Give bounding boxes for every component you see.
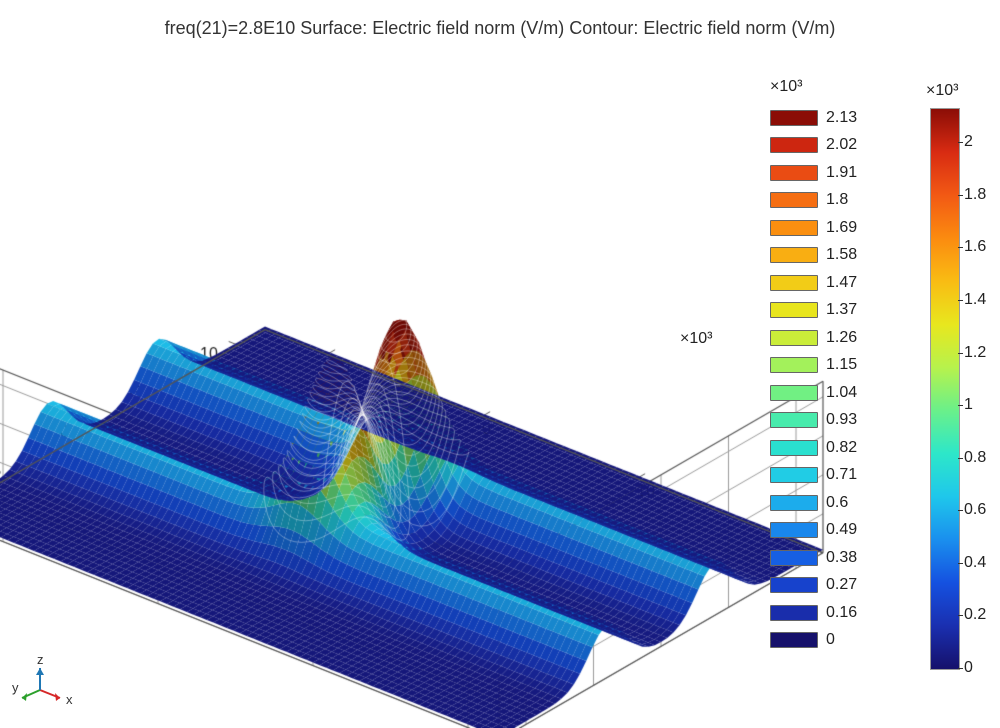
contour-legend-row: 1.26 [770, 324, 857, 352]
triad-y-label: y [12, 680, 19, 695]
contour-level-label: 0.27 [826, 576, 857, 594]
contour-level-label: 1.47 [826, 274, 857, 292]
contour-legend-row: 0 [770, 627, 857, 655]
contour-swatch [770, 192, 818, 208]
contour-legend-row: 1.15 [770, 352, 857, 380]
colorbar-tick: 0.2 [964, 606, 986, 624]
contour-legend-row: 1.37 [770, 297, 857, 325]
contour-level-label: 1.91 [826, 164, 857, 182]
contour-swatch [770, 550, 818, 566]
contour-swatch [770, 357, 818, 373]
contour-legend-row: 0.27 [770, 572, 857, 600]
contour-level-label: 1.15 [826, 356, 857, 374]
contour-swatch [770, 467, 818, 483]
contour-legend-row: 2.13 [770, 104, 857, 132]
contour-swatch [770, 385, 818, 401]
contour-swatch [770, 605, 818, 621]
contour-swatch [770, 577, 818, 593]
contour-level-label: 1.37 [826, 301, 857, 319]
contour-level-label: 0.49 [826, 521, 857, 539]
contour-level-label: 0.16 [826, 604, 857, 622]
contour-legend-row: 1.58 [770, 242, 857, 270]
colorbar-tick: 1.2 [964, 344, 986, 362]
contour-swatch [770, 165, 818, 181]
contour-level-label: 1.04 [826, 384, 857, 402]
axis-scale-label: ×10³ [680, 330, 712, 348]
contour-level-label: 0.93 [826, 411, 857, 429]
contour-swatch [770, 302, 818, 318]
contour-level-label: 1.58 [826, 246, 857, 264]
contour-swatch [770, 275, 818, 291]
colorbar-tick: 0.4 [964, 554, 986, 572]
colorbar-tick: 2 [964, 133, 973, 151]
contour-swatch [770, 137, 818, 153]
colorbar-tick: 1.8 [964, 186, 986, 204]
triad-z-label: z [37, 652, 44, 667]
contour-swatch [770, 522, 818, 538]
contour-legend-row: 0.49 [770, 517, 857, 545]
contour-legend-row: 1.69 [770, 214, 857, 242]
contour-level-label: 1.69 [826, 219, 857, 237]
contour-level-label: 0.6 [826, 494, 848, 512]
contour-level-label: 1.26 [826, 329, 857, 347]
contour-legend-title: ×10³ [770, 78, 802, 96]
contour-swatch [770, 440, 818, 456]
contour-legend-row: 1.04 [770, 379, 857, 407]
contour-swatch [770, 632, 818, 648]
contour-legend-row: 0.82 [770, 434, 857, 462]
contour-level-label: 0 [826, 631, 835, 649]
contour-swatch [770, 412, 818, 428]
contour-swatch [770, 220, 818, 236]
contour-legend-row: 1.91 [770, 159, 857, 187]
colorbar-continuous [930, 108, 960, 670]
contour-swatch [770, 110, 818, 126]
triad-x-label: x [66, 692, 73, 707]
contour-legend-row: 1.47 [770, 269, 857, 297]
colorbar-tick: 1 [964, 396, 973, 414]
contour-level-label: 2.02 [826, 136, 857, 154]
contour-level-label: 0.38 [826, 549, 857, 567]
colorbar-tick: 1.4 [964, 291, 986, 309]
colorbar-tick: 0.8 [964, 449, 986, 467]
contour-level-label: 1.8 [826, 191, 848, 209]
contour-level-label: 0.71 [826, 466, 857, 484]
contour-swatch [770, 495, 818, 511]
contour-level-label: 0.82 [826, 439, 857, 457]
contour-swatch [770, 330, 818, 346]
colorbar-tick: 0 [964, 659, 973, 677]
colorbar-tick: 0.6 [964, 501, 986, 519]
colorbar-title: ×10³ [926, 82, 958, 100]
contour-legend-row: 0.38 [770, 544, 857, 572]
contour-legend-row: 0.93 [770, 407, 857, 435]
colorbar-tick: 1.6 [964, 238, 986, 256]
orientation-triad: x y z [18, 650, 78, 710]
contour-legend-row: 0.6 [770, 489, 857, 517]
contour-legend-row: 2.02 [770, 132, 857, 160]
contour-legend-row: 0.16 [770, 599, 857, 627]
contour-legend: 2.13 2.02 1.91 1.8 1.69 1.58 1.47 1.37 1.26 1.15 1… [770, 104, 857, 654]
contour-legend-row: 1.8 [770, 187, 857, 215]
contour-legend-row: 0.71 [770, 462, 857, 490]
plot-title: freq(21)=2.8E10 Surface: Electric field … [0, 18, 1000, 39]
contour-level-label: 2.13 [826, 109, 857, 127]
contour-swatch [770, 247, 818, 263]
